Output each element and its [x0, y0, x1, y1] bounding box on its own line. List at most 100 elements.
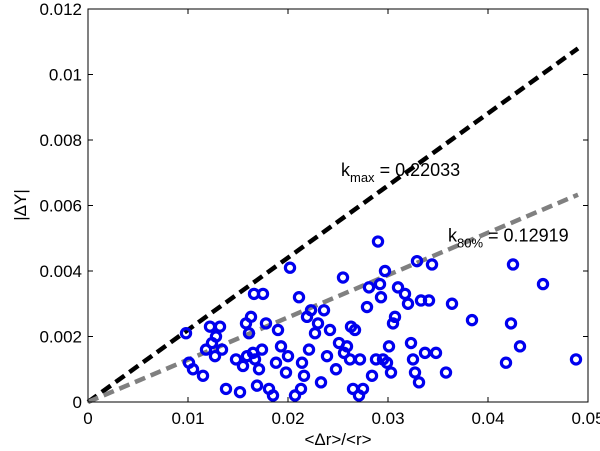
y-axis-label: |ΔY|: [11, 189, 30, 221]
data-point: [179, 327, 193, 340]
data-point: [274, 340, 288, 353]
data-point: [233, 385, 247, 399]
data-point: [408, 366, 422, 379]
data-point: [499, 356, 513, 369]
x-tick-label: 0.02: [271, 409, 304, 428]
fit-line-k80: [87, 192, 579, 405]
data-point: [362, 281, 376, 294]
data-point: [250, 379, 264, 392]
plot-background: [88, 9, 588, 402]
data-point: [248, 353, 262, 366]
x-tick-label: 0.03: [371, 409, 404, 428]
data-point: [429, 346, 443, 360]
data-point: [369, 353, 383, 366]
data-point: [323, 323, 337, 337]
data-points: [179, 235, 583, 402]
data-point: [266, 389, 280, 402]
annotation-kmax: kmax = 0.22033: [341, 160, 460, 185]
data-point: [329, 363, 343, 376]
data-point: [536, 277, 550, 291]
data-point: [513, 340, 527, 353]
data-point: [465, 313, 479, 327]
data-point: [252, 363, 266, 376]
data-point: [304, 304, 318, 317]
data-point: [445, 297, 459, 310]
data-point: [382, 340, 396, 353]
data-point: [186, 363, 200, 376]
y-tick-label: 0.002: [39, 328, 82, 347]
data-point: [569, 353, 583, 366]
data-point: [404, 336, 418, 350]
y-tick-label: 0.012: [39, 0, 82, 19]
x-axis-label: <Δr>/<r>: [304, 430, 371, 449]
x-tick-label: 0.01: [171, 409, 204, 428]
data-point: [292, 291, 306, 304]
data-point: [256, 287, 270, 301]
fit-lines: [86, 46, 580, 405]
x-tick-label: 0: [83, 409, 92, 428]
data-point: [422, 294, 436, 307]
data-point: [320, 349, 334, 363]
data-point: [219, 382, 233, 396]
data-point: [199, 343, 213, 356]
data-point: [439, 366, 453, 379]
data-point: [302, 343, 316, 356]
data-point: [314, 376, 328, 389]
data-point: [281, 349, 295, 363]
data-point: [255, 343, 269, 356]
data-point: [504, 317, 518, 330]
data-point: [213, 320, 227, 333]
data-point: [295, 356, 309, 369]
data-point: [406, 353, 420, 366]
data-point: [410, 254, 424, 268]
data-point: [317, 304, 331, 317]
x-tick-label: 0.05: [571, 409, 600, 428]
data-point: [215, 343, 229, 356]
data-point: [311, 317, 325, 330]
data-point: [271, 323, 285, 337]
data-point: [340, 340, 354, 353]
data-point: [391, 281, 405, 294]
data-point: [378, 264, 392, 278]
data-point: [336, 271, 350, 284]
data-point: [279, 366, 293, 379]
data-point: [371, 235, 385, 248]
y-tick-label: 0.01: [49, 66, 82, 85]
fit-line-kmax: [86, 46, 580, 404]
data-point: [242, 327, 256, 340]
data-point: [208, 349, 222, 363]
data-point: [365, 369, 379, 382]
annotation-k80: k80% = 0.12919: [448, 226, 569, 251]
data-point: [269, 356, 283, 369]
x-tick-label: 0.04: [471, 409, 504, 428]
annotations: kmax = 0.22033 k80% = 0.12919: [341, 160, 569, 251]
data-point: [412, 376, 426, 389]
y-tick-label: 0.008: [39, 131, 82, 150]
x-axis-ticks: 0 0.01 0.02 0.03 0.04 0.05: [83, 9, 600, 428]
data-point: [356, 382, 370, 396]
y-tick-label: 0.004: [39, 262, 82, 281]
data-point: [388, 310, 402, 324]
data-point: [294, 382, 308, 396]
data-point: [380, 356, 394, 369]
data-point: [384, 366, 398, 379]
data-point: [244, 310, 258, 324]
data-point: [386, 317, 400, 330]
data-point: [297, 369, 311, 382]
data-point: [401, 297, 415, 310]
data-point: [236, 359, 250, 373]
data-point: [360, 300, 374, 314]
data-point: [209, 330, 223, 343]
data-point: [418, 346, 432, 360]
data-point: [373, 277, 387, 291]
y-tick-label: 0.006: [39, 197, 82, 216]
data-point: [353, 353, 367, 366]
data-point: [283, 261, 297, 274]
data-point: [348, 323, 362, 337]
data-point: [374, 291, 388, 304]
data-point: [259, 317, 273, 330]
data-point: [506, 258, 520, 271]
y-tick-label: 0: [73, 393, 82, 412]
data-point: [229, 353, 243, 366]
